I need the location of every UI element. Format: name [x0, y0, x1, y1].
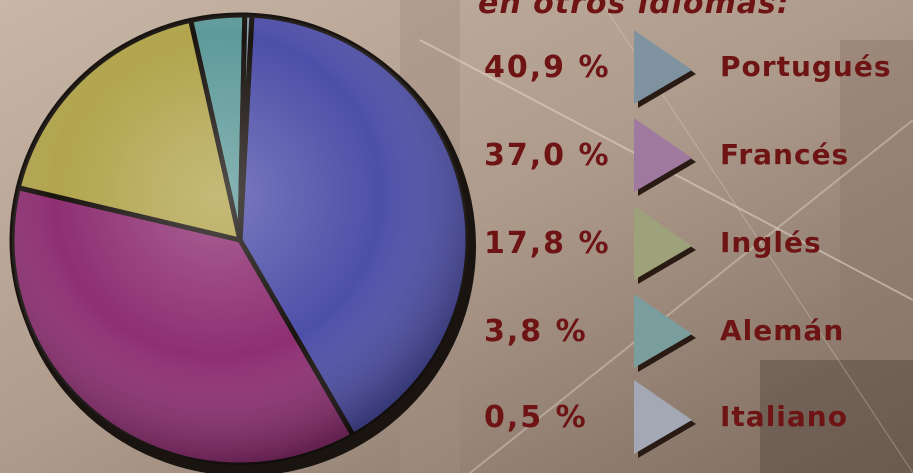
arrow-icon — [634, 118, 696, 196]
legend-row-portugues: 40,9 % Portugués — [0, 30, 913, 110]
legend-percent: 17,8 % — [484, 226, 611, 261]
legend-language: Italiano — [720, 400, 848, 433]
legend-language: Alemán — [720, 314, 845, 347]
legend-percent: 37,0 % — [484, 138, 611, 173]
legend-percent: 40,9 % — [484, 50, 611, 85]
legend-row-italiano: 0,5 % Italiano — [0, 380, 913, 460]
arrow-icon — [634, 206, 696, 284]
legend-language: Inglés — [720, 226, 822, 259]
legend-row-aleman: 3,8 % Alemán — [0, 294, 913, 374]
arrow-icon — [634, 380, 696, 458]
legend-language: Portugués — [720, 50, 892, 83]
legend-percent: 0,5 % — [484, 400, 588, 435]
legend-row-frances: 37,0 % Francés — [0, 118, 913, 198]
legend-percent: 3,8 % — [484, 314, 588, 349]
arrow-icon — [634, 30, 696, 108]
legend-row-ingles: 17,8 % Inglés — [0, 206, 913, 286]
chart-subtitle: en otros idiomas: — [478, 0, 790, 21]
legend-language: Francés — [720, 138, 850, 171]
arrow-icon — [634, 294, 696, 372]
pie-shading — [12, 15, 468, 465]
